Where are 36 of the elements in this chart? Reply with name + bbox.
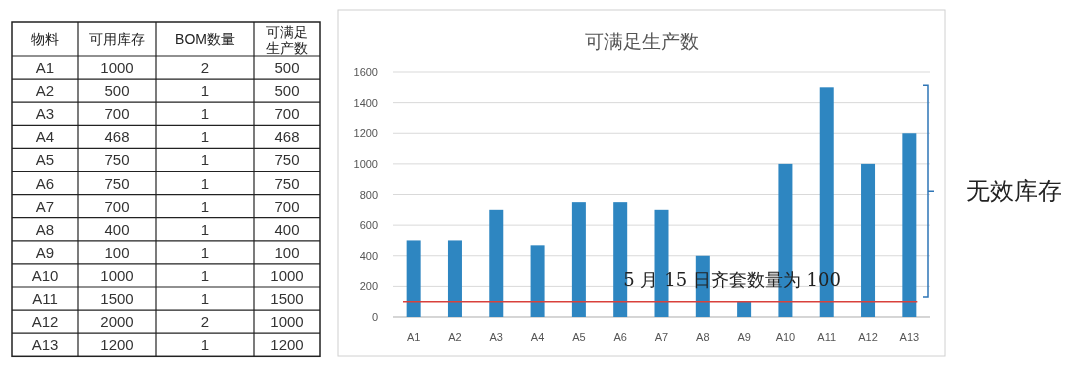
y-tick-label: 800 <box>359 188 378 201</box>
bar <box>489 209 504 317</box>
bar <box>447 240 462 317</box>
y-tick-label: 600 <box>359 219 378 232</box>
y-tick-label: 1400 <box>353 96 378 109</box>
y-tick-label: 400 <box>359 249 378 262</box>
text: BOM数量 <box>175 31 235 47</box>
bar <box>530 245 545 317</box>
x-tick-label: A1 <box>406 331 421 343</box>
x-tick-label: A13 <box>899 331 920 343</box>
bar <box>861 163 876 317</box>
bar <box>737 301 752 317</box>
x-tick-label: A8 <box>696 331 710 343</box>
y-tick-label: 1000 <box>353 157 378 170</box>
x-tick-label: A10 <box>775 331 796 343</box>
text: 物料 <box>31 31 59 47</box>
y-tick-label: 1200 <box>353 127 378 140</box>
x-tick-label: A9 <box>737 331 751 343</box>
bar <box>902 133 917 317</box>
x-tick-label: A2 <box>448 331 462 343</box>
x-tick-label: A7 <box>654 331 669 343</box>
x-tick-label: A6 <box>613 331 627 343</box>
x-tick-label: A12 <box>858 331 878 343</box>
y-tick-label: 1600 <box>353 66 378 78</box>
y-tick-label: 0 <box>371 311 378 323</box>
bar <box>571 202 586 317</box>
x-tick-label: A3 <box>489 331 503 343</box>
text: 无效库存 <box>966 177 1062 206</box>
text: 可用库存 <box>89 31 145 47</box>
y-tick-label: 200 <box>359 280 378 293</box>
x-tick-label: A11 <box>817 331 837 343</box>
x-tick-label: A4 <box>530 331 545 343</box>
text: 可满足生产数 <box>266 24 308 56</box>
bar <box>406 240 421 317</box>
x-tick-label: A5 <box>572 331 586 343</box>
chart-title: 可满足生产数 <box>584 31 699 52</box>
